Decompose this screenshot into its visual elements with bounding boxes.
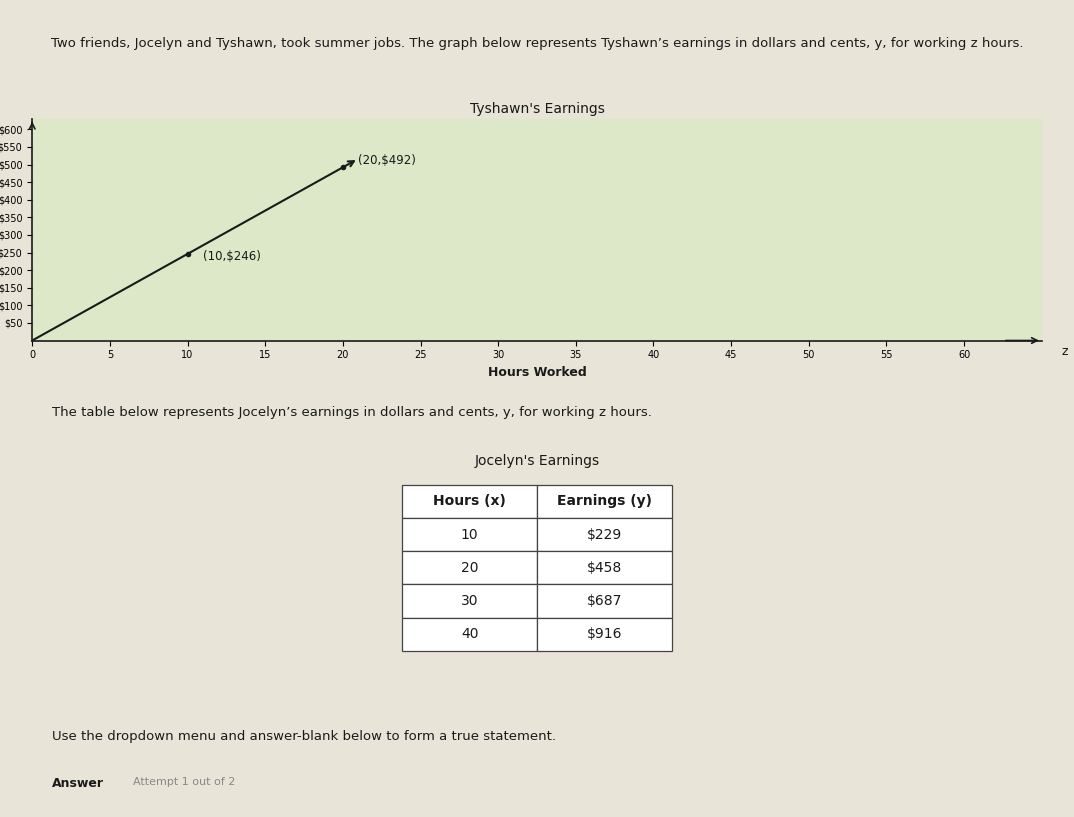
Text: z: z — [1062, 346, 1069, 359]
Bar — [403, 584, 537, 618]
X-axis label: Hours Worked: Hours Worked — [488, 366, 586, 379]
Bar — [403, 551, 537, 584]
Text: Two friends, Jocelyn and Tyshawn, took summer jobs. The graph below represents T: Two friends, Jocelyn and Tyshawn, took s… — [50, 38, 1024, 51]
Bar — [403, 484, 537, 518]
Text: Hours (x): Hours (x) — [433, 494, 506, 508]
Text: $916: $916 — [586, 627, 622, 641]
Text: (20,$492): (20,$492) — [359, 154, 417, 167]
Bar — [537, 618, 671, 651]
Text: Use the dropdown menu and answer-blank below to form a true statement.: Use the dropdown menu and answer-blank b… — [53, 730, 556, 743]
Title: Tyshawn's Earnings: Tyshawn's Earnings — [469, 102, 605, 116]
Text: Earnings (y): Earnings (y) — [556, 494, 652, 508]
Bar — [537, 551, 671, 584]
Text: 20: 20 — [461, 560, 478, 575]
Text: 10: 10 — [461, 528, 479, 542]
Bar — [403, 618, 537, 651]
Text: $229: $229 — [586, 528, 622, 542]
Text: Answer: Answer — [53, 777, 104, 790]
Bar — [537, 484, 671, 518]
Text: 30: 30 — [461, 594, 478, 608]
Text: $458: $458 — [586, 560, 622, 575]
Text: Attempt 1 out of 2: Attempt 1 out of 2 — [133, 777, 235, 787]
Bar — [537, 584, 671, 618]
Text: 40: 40 — [461, 627, 478, 641]
Bar — [403, 518, 537, 551]
Text: (10,$246): (10,$246) — [203, 250, 261, 263]
Bar — [537, 518, 671, 551]
Text: Jocelyn's Earnings: Jocelyn's Earnings — [475, 454, 599, 468]
Text: The table below represents Jocelyn’s earnings in dollars and cents, y, for worki: The table below represents Jocelyn’s ear… — [53, 406, 652, 419]
Text: $687: $687 — [586, 594, 622, 608]
